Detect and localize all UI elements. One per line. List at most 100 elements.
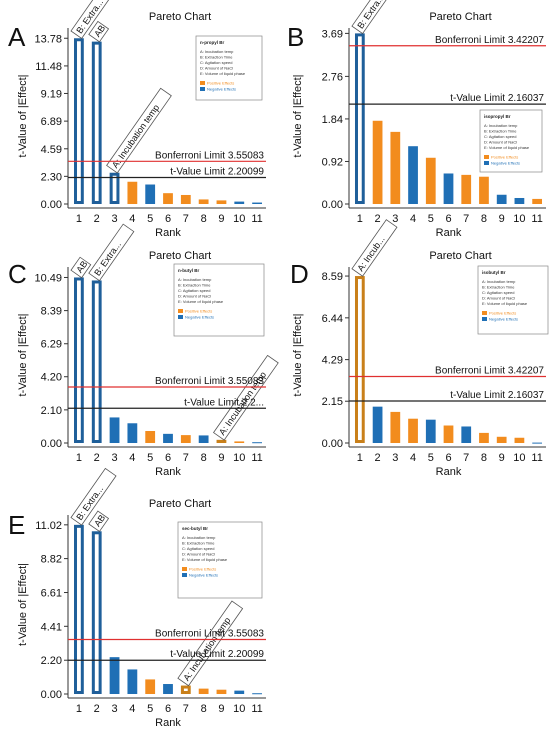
y-tick-label: 8.39 — [41, 306, 62, 318]
bar — [198, 435, 209, 443]
bonferroni-label: Bonferroni Limit 3.55083 — [155, 150, 264, 161]
y-tick-label: 9.19 — [41, 88, 62, 100]
legend-factor: E: Volume of liquid phase — [182, 557, 228, 562]
x-tick-label: 5 — [428, 213, 434, 225]
legend-title: sec-butyl Br — [182, 526, 208, 531]
bar — [252, 442, 262, 444]
bonferroni-label: Bonferroni Limit 3.42207 — [435, 35, 544, 46]
x-tick-label: 6 — [165, 213, 171, 225]
bar — [390, 131, 401, 204]
bar — [252, 693, 262, 695]
bar — [198, 688, 209, 694]
legend-factor: A: Incubation temp — [182, 535, 216, 540]
legend-effect: Positive Effects — [189, 567, 216, 572]
bar — [479, 432, 489, 443]
x-tick-label: 1 — [76, 452, 82, 464]
bar-annotation: AB — [74, 259, 89, 275]
x-tick-label: 1 — [357, 452, 363, 464]
bar — [354, 276, 365, 443]
x-tick-label: 5 — [147, 452, 153, 464]
bar — [127, 669, 138, 694]
legend-effect: Positive Effects — [489, 311, 516, 316]
bar-annotation-box — [70, 0, 117, 39]
legend-swatch — [178, 315, 183, 319]
y-tick-label: 13.78 — [34, 33, 62, 45]
legend-box — [477, 265, 549, 335]
legend-factor: B: Extraction Time — [178, 283, 211, 288]
y-axis-label: t-Value of |Effect| — [17, 75, 29, 158]
legend-factor: C: Agitation speed — [484, 134, 516, 139]
x-tick-label: 3 — [392, 213, 398, 225]
x-tick-label: 5 — [147, 703, 153, 715]
x-tick-label: 8 — [201, 213, 207, 225]
x-tick-label: 3 — [111, 452, 117, 464]
legend-effect: Positive Effects — [185, 309, 212, 314]
x-tick-label: 1 — [76, 703, 82, 715]
x-tick-label: 11 — [251, 452, 262, 464]
bar — [496, 436, 507, 443]
x-tick-label: 4 — [129, 703, 135, 715]
tvalue-label: t-Value Limit 2.20099 — [170, 167, 264, 178]
x-tick-label: 9 — [218, 703, 224, 715]
bar — [425, 419, 436, 443]
bar — [180, 194, 191, 204]
x-tick-label: 10 — [233, 213, 245, 225]
bar — [532, 442, 543, 444]
bonferroni-label: Bonferroni Limit 3.55083 — [155, 628, 264, 639]
x-tick-label: 10 — [233, 452, 245, 464]
bar-annotation-box — [212, 354, 279, 441]
y-axis-label: t-Value of |Effect| — [17, 563, 29, 646]
bar — [180, 435, 191, 443]
x-tick-label: 11 — [251, 213, 262, 225]
x-tick-label: 8 — [201, 452, 207, 464]
x-tick-label: 2 — [94, 452, 100, 464]
bar — [252, 202, 262, 204]
legend-effect: Negative Effects — [185, 315, 214, 320]
bar — [532, 198, 543, 204]
bar — [109, 657, 120, 694]
bar — [74, 38, 84, 204]
x-tick-label: 8 — [201, 703, 207, 715]
x-axis-label: Rank — [155, 717, 181, 729]
bar — [145, 431, 156, 443]
legend-effect: Negative Effects — [489, 317, 518, 322]
x-tick-label: 10 — [233, 703, 245, 715]
bar-annotation-box — [88, 510, 110, 533]
x-tick-label: 9 — [499, 452, 505, 464]
y-tick-label: 8.59 — [322, 271, 343, 283]
bar — [163, 684, 173, 694]
bar-annotation-box — [70, 256, 92, 279]
y-tick-label: 2.30 — [41, 171, 62, 183]
legend-factor: C: Agitation speed — [182, 546, 214, 551]
bar-annotation: A: Incub... — [355, 234, 386, 273]
legend-factor: B: Extraction Time — [182, 541, 215, 546]
x-tick-label: 11 — [531, 213, 542, 225]
x-tick-label: 9 — [218, 213, 224, 225]
legend-effect: Positive Effects — [207, 81, 234, 86]
x-tick-label: 3 — [392, 452, 398, 464]
panel-letter: B — [287, 22, 304, 52]
bonferroni-label: Bonferroni Limit 3.55083 — [155, 376, 264, 387]
x-tick-label: 4 — [410, 452, 416, 464]
legend-factor: E: Volume of liquid phase — [482, 301, 528, 306]
y-axis-label: t-Value of |Effect| — [292, 314, 304, 397]
bar — [74, 524, 84, 694]
x-tick-label: 1 — [76, 213, 82, 225]
bar — [514, 437, 525, 443]
x-axis-label: Rank — [436, 227, 462, 239]
bar — [408, 418, 418, 443]
bar — [443, 425, 454, 443]
bar — [163, 433, 173, 443]
legend-title: isopropyl Br — [484, 114, 511, 119]
bar — [354, 33, 365, 204]
x-tick-label: 2 — [375, 213, 381, 225]
tvalue-label: t-Value Limit 2.16037 — [450, 390, 544, 401]
x-tick-label: 11 — [251, 703, 262, 715]
x-tick-label: 7 — [463, 452, 469, 464]
legend-swatch — [484, 161, 489, 165]
legend-box — [173, 263, 265, 337]
y-tick-label: 4.29 — [322, 355, 343, 367]
x-tick-label: 7 — [463, 213, 469, 225]
legend-effect: Negative Effects — [207, 87, 236, 92]
